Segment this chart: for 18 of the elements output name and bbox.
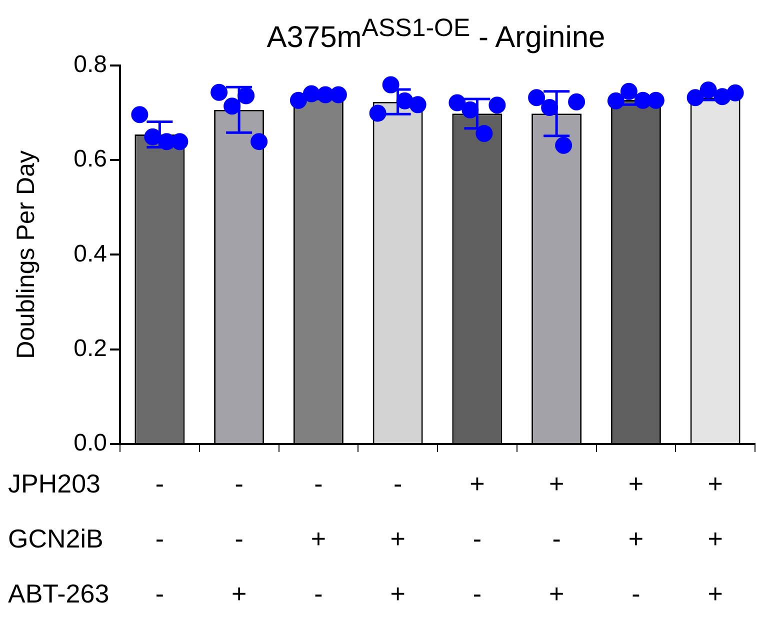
x-tick-label: + + - [628,468,644,609]
y-tick-label: 0.2 [74,334,107,362]
text: ABT-263 [8,578,110,609]
y-tick-label: 0.6 [74,146,107,173]
chart-title: A375m$^{ASS1-OE}$ - Arginine [266,13,606,54]
x-tick-label: + - - [470,468,485,609]
y-tick-label: 0.8 [74,51,107,78]
x-tick-label: - - - [155,468,164,609]
x-tick-label: - + + [390,468,406,609]
text: JPH203 [8,468,100,499]
text: GCN2iB [8,524,104,554]
y-tick-label: 0.4 [74,240,107,268]
x-tick-label: - - + [231,468,247,609]
y-axis-title: Doublings Per Day [12,150,40,359]
x-tick-label: + - + [548,468,564,609]
x-tick-label: + + + [708,468,723,609]
x-tick-label: - + - [310,468,326,609]
y-tick-label: 0.0 [74,430,107,457]
